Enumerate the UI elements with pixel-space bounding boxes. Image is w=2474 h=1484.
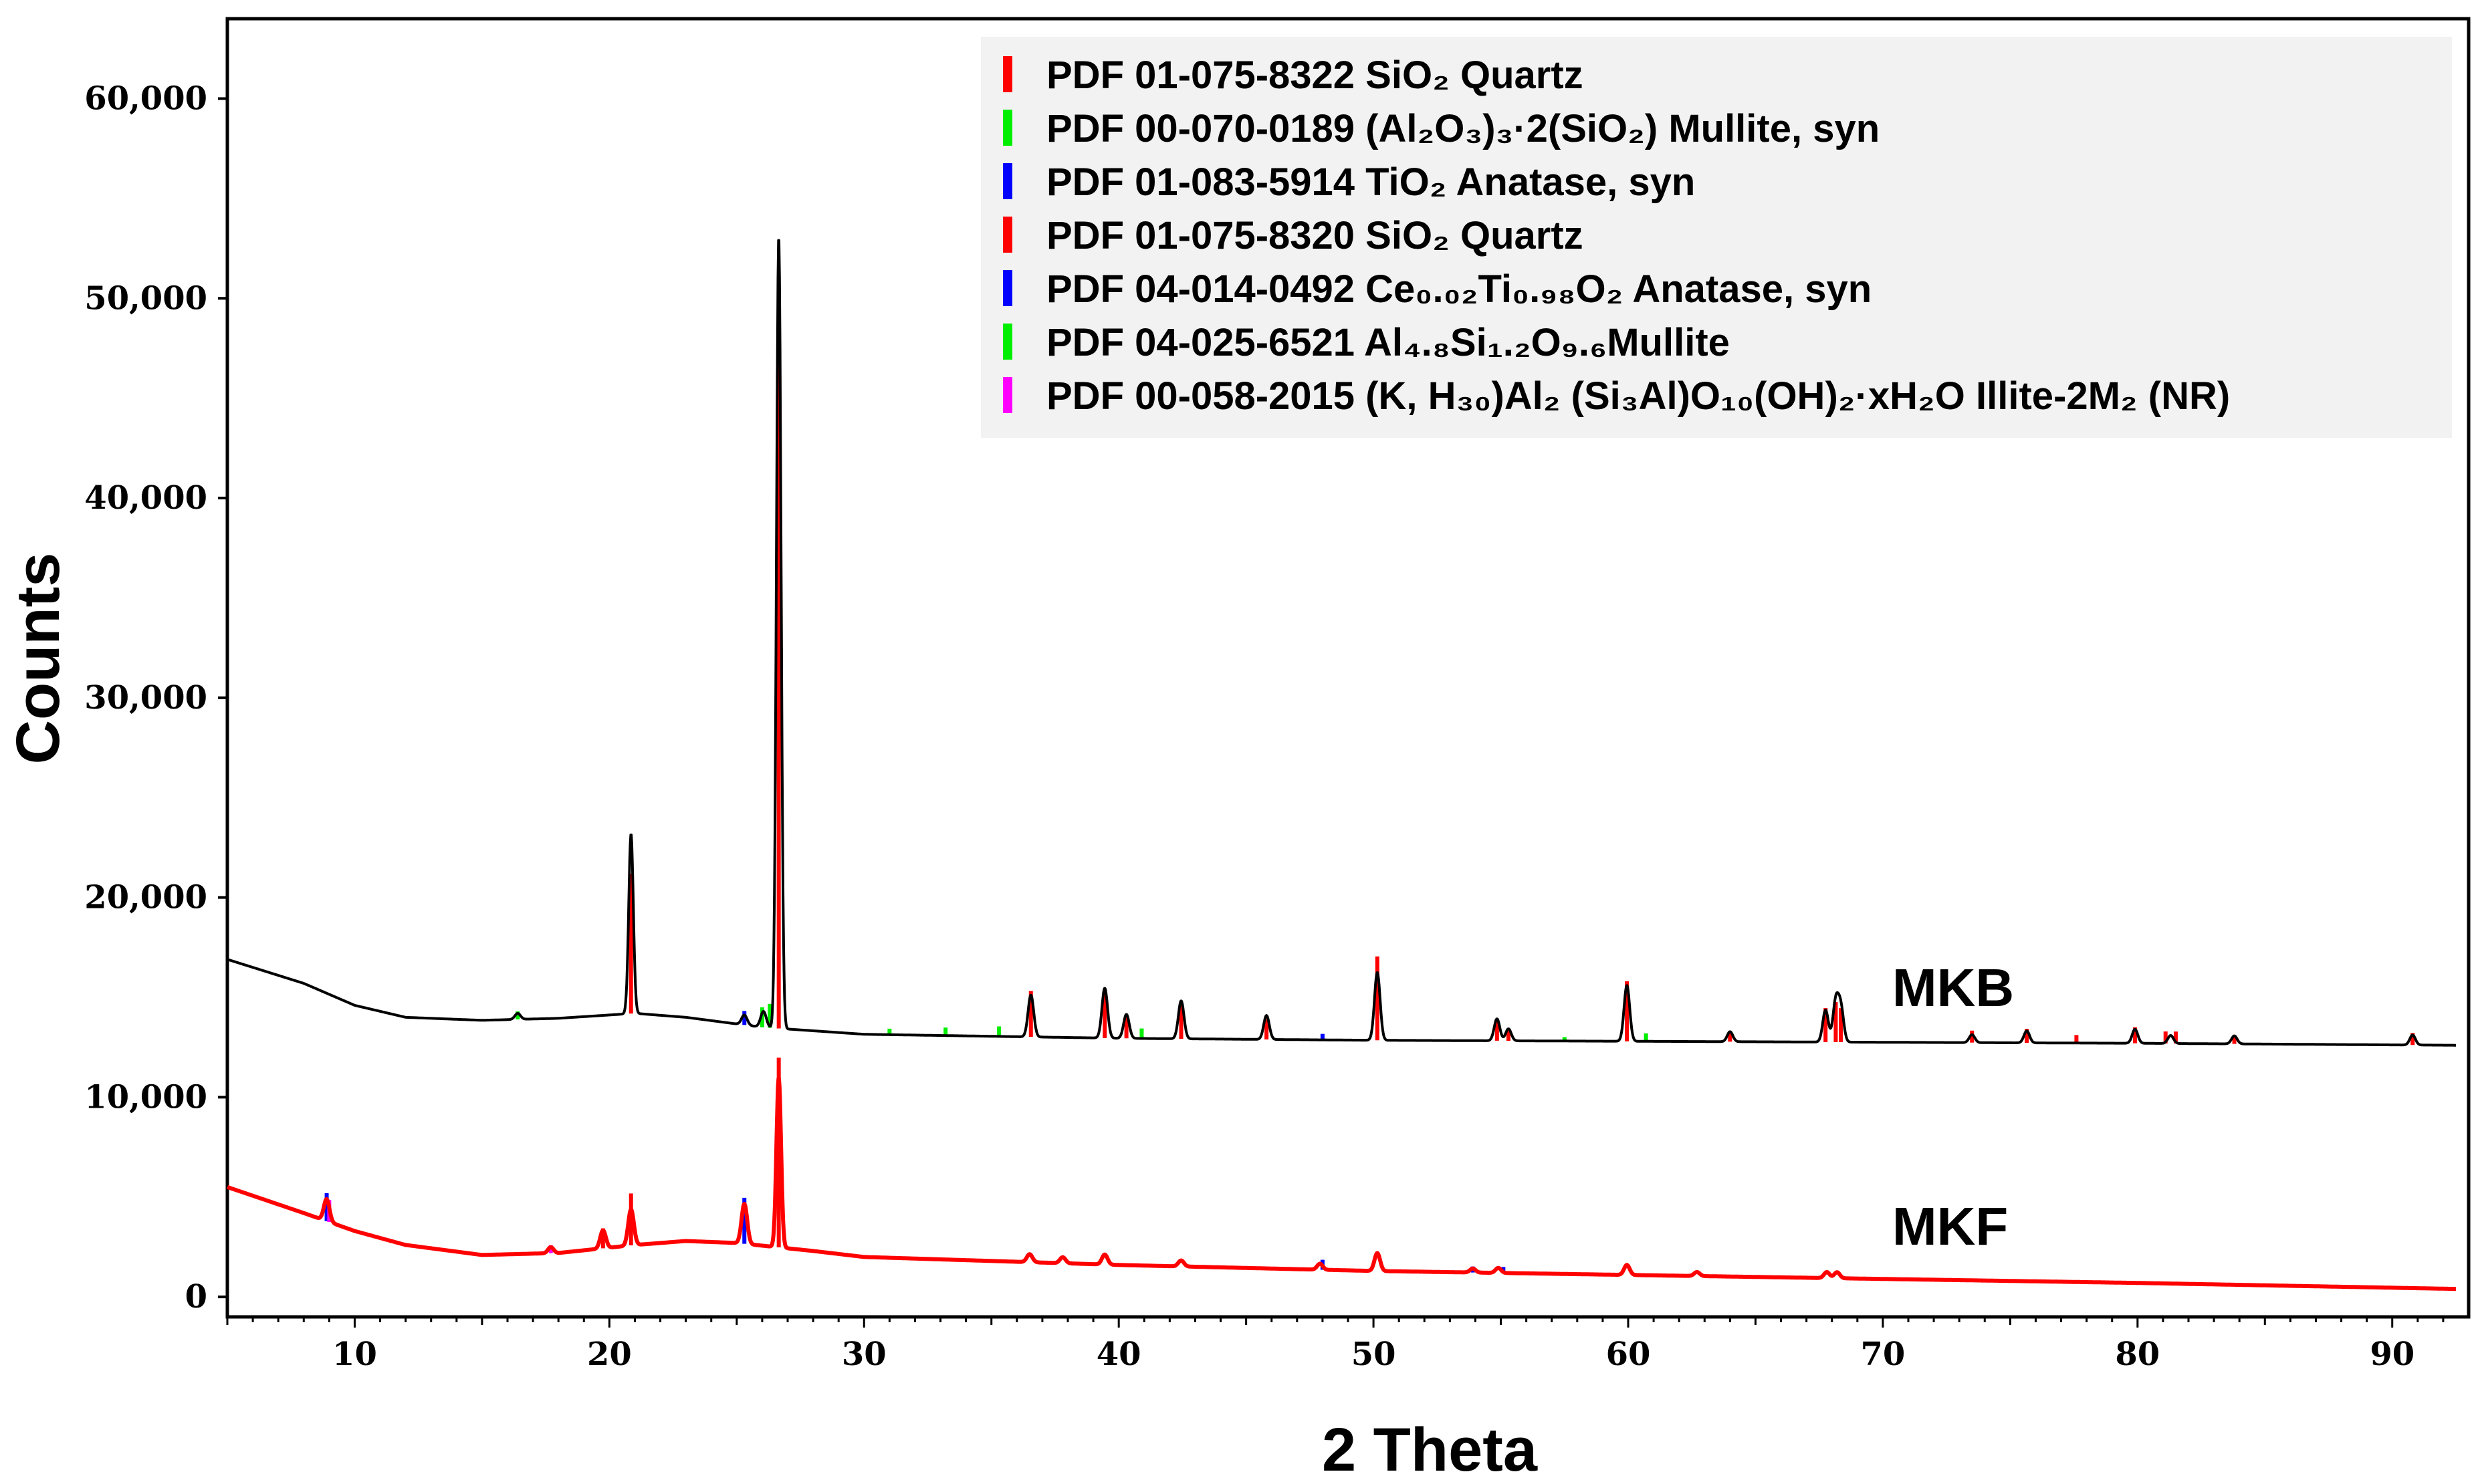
y-tick-label: 10,000: [84, 1078, 207, 1116]
legend-entry: PDF 01-083-5914 TiO₂ Anatase, syn: [1046, 160, 1695, 204]
legend: PDF 01-075-8322 SiO₂ Quartz PDF 00-070-01…: [981, 37, 2452, 438]
series-label-mkb: MKB: [1892, 958, 2014, 1017]
legend-swatch: [1003, 110, 1012, 146]
series-line-mkf: [225, 1076, 2458, 1291]
legend-swatch: [1003, 270, 1012, 306]
legend-entry: PDF 04-014-0492 Ce₀.₀₂Ti₀.₉₈O₂ Anatase, …: [1046, 267, 1872, 311]
legend-swatch: [1003, 217, 1012, 253]
x-tick-label: 60: [1606, 1336, 1651, 1373]
legend-entry: PDF 00-058-2015 (K, H₃₀)Al₂ (Si₃Al)O₁₀(O…: [1046, 374, 2230, 418]
y-tick-label: 20,000: [84, 879, 207, 916]
x-axis-label: 2 Theta: [1322, 1416, 1538, 1484]
x-tick-label: 10: [332, 1336, 377, 1373]
y-tick-label: 0: [185, 1278, 207, 1316]
y-axis: 0 10,000 20,000 30,000 40,000 50,000 60,000: [84, 80, 227, 1316]
legend-entry: PDF 01-075-8322 SiO₂ Quartz: [1046, 53, 1583, 97]
legend-background: [981, 37, 2452, 438]
x-axis: 10 20 30 40 50 60 70 80 90: [226, 1317, 2445, 1373]
series-label-mkf: MKF: [1892, 1197, 2008, 1256]
x-tick-label: 50: [1351, 1336, 1396, 1373]
x-tick-label: 70: [1861, 1336, 1906, 1373]
x-tick-label: 90: [2370, 1336, 2414, 1373]
reference-sticks: [324, 309, 2415, 1273]
legend-swatch: [1003, 56, 1012, 92]
y-tick-label: 30,000: [84, 679, 207, 717]
x-tick-label: 80: [2115, 1336, 2160, 1373]
legend-entry: PDF 01-075-8320 SiO₂ Quartz: [1046, 214, 1583, 257]
series-line-mkb: [226, 239, 2457, 1047]
series-layer: [225, 239, 2458, 1291]
x-tick-label: 40: [1097, 1336, 1141, 1373]
legend-swatch: [1003, 377, 1012, 413]
x-tick-label: 20: [587, 1336, 632, 1373]
x-tick-label: 30: [842, 1336, 887, 1373]
legend-swatch: [1003, 163, 1012, 199]
legend-entry: PDF 04-025-6521 Al₄.₈Si₁.₂O₉.₆Mullite: [1046, 321, 1730, 364]
y-axis-label: Counts: [4, 553, 72, 765]
y-tick-label: 50,000: [84, 279, 207, 317]
y-tick-label: 60,000: [84, 80, 207, 118]
legend-swatch: [1003, 324, 1012, 360]
y-tick-label: 40,000: [84, 479, 207, 517]
legend-entry: PDF 00-070-0189 (Al₂O₃)₃·2(SiO₂) Mullite…: [1046, 107, 1880, 150]
